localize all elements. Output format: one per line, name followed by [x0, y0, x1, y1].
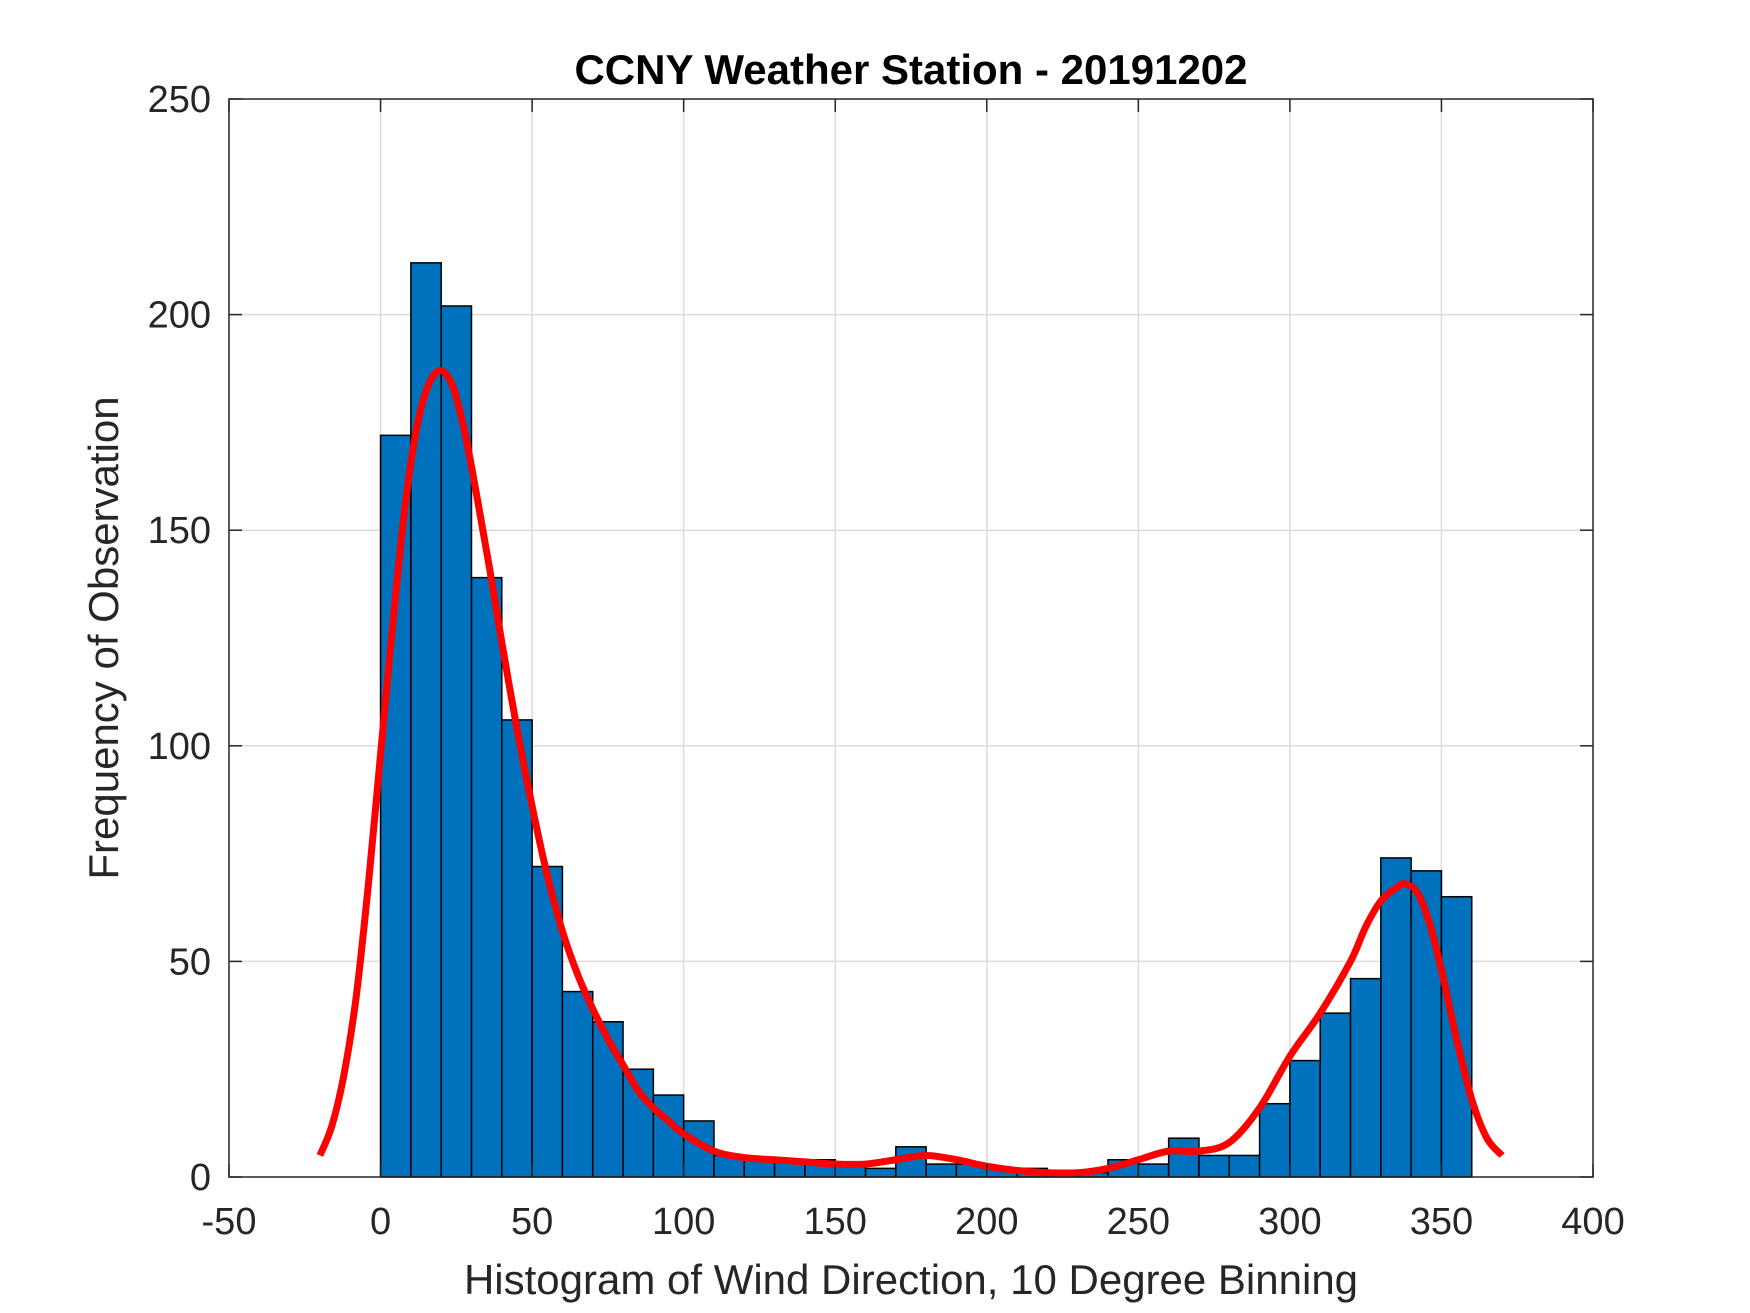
histogram-bar [470, 576, 503, 1178]
y-tick-label: 150 [148, 510, 211, 552]
y-tick-label: 50 [169, 941, 211, 983]
histogram-bar [1289, 1059, 1321, 1178]
histogram-bar [561, 990, 594, 1178]
histogram-bar [1258, 1102, 1291, 1178]
x-tick-labels: -50 0 50 100 150 200 250 300 350 400 [202, 1201, 1625, 1243]
density-curve [316, 367, 1505, 1177]
y-tick-label: 250 [148, 79, 211, 121]
x-tick-label: 400 [1561, 1201, 1624, 1243]
y-tick-label: 200 [148, 295, 211, 337]
histogram-bar [591, 1021, 624, 1178]
x-tick-label: 300 [1258, 1201, 1321, 1243]
chart-title: CCNY Weather Station - 20191202 [574, 46, 1247, 93]
axes-box [228, 98, 1594, 1178]
x-tick-label: 50 [511, 1201, 553, 1243]
x-tick-label: 100 [652, 1201, 715, 1243]
density-curve-line [316, 367, 1505, 1177]
histogram-bar [1380, 857, 1412, 1178]
y-axis-label: Frequency of Observation [80, 396, 127, 879]
y-tick-label: 0 [190, 1157, 211, 1199]
x-tick-label: -50 [202, 1201, 257, 1243]
histogram-bar [864, 1167, 897, 1178]
histogram-bar [1228, 1154, 1261, 1178]
x-axis-label: Histogram of Wind Direction, 10 Degree B… [464, 1256, 1358, 1303]
x-tick-label: 200 [955, 1201, 1018, 1243]
histogram-bar [1137, 1163, 1170, 1178]
y-tick-labels: 0 50 100 150 200 250 [148, 79, 211, 1199]
y-tick-label: 100 [148, 726, 211, 768]
histogram-bar [1167, 1137, 1200, 1178]
histogram-bar [1349, 977, 1382, 1178]
histogram-bar [1198, 1154, 1231, 1178]
histogram-bar [925, 1163, 958, 1178]
x-tick-label: 150 [804, 1201, 867, 1243]
x-tick-label: 350 [1410, 1201, 1473, 1243]
histogram-bar [1319, 1012, 1352, 1178]
x-tick-label: 250 [1107, 1201, 1170, 1243]
x-tick-label: 0 [370, 1201, 391, 1243]
histogram-bar [652, 1094, 685, 1178]
histogram-bar [379, 434, 412, 1178]
